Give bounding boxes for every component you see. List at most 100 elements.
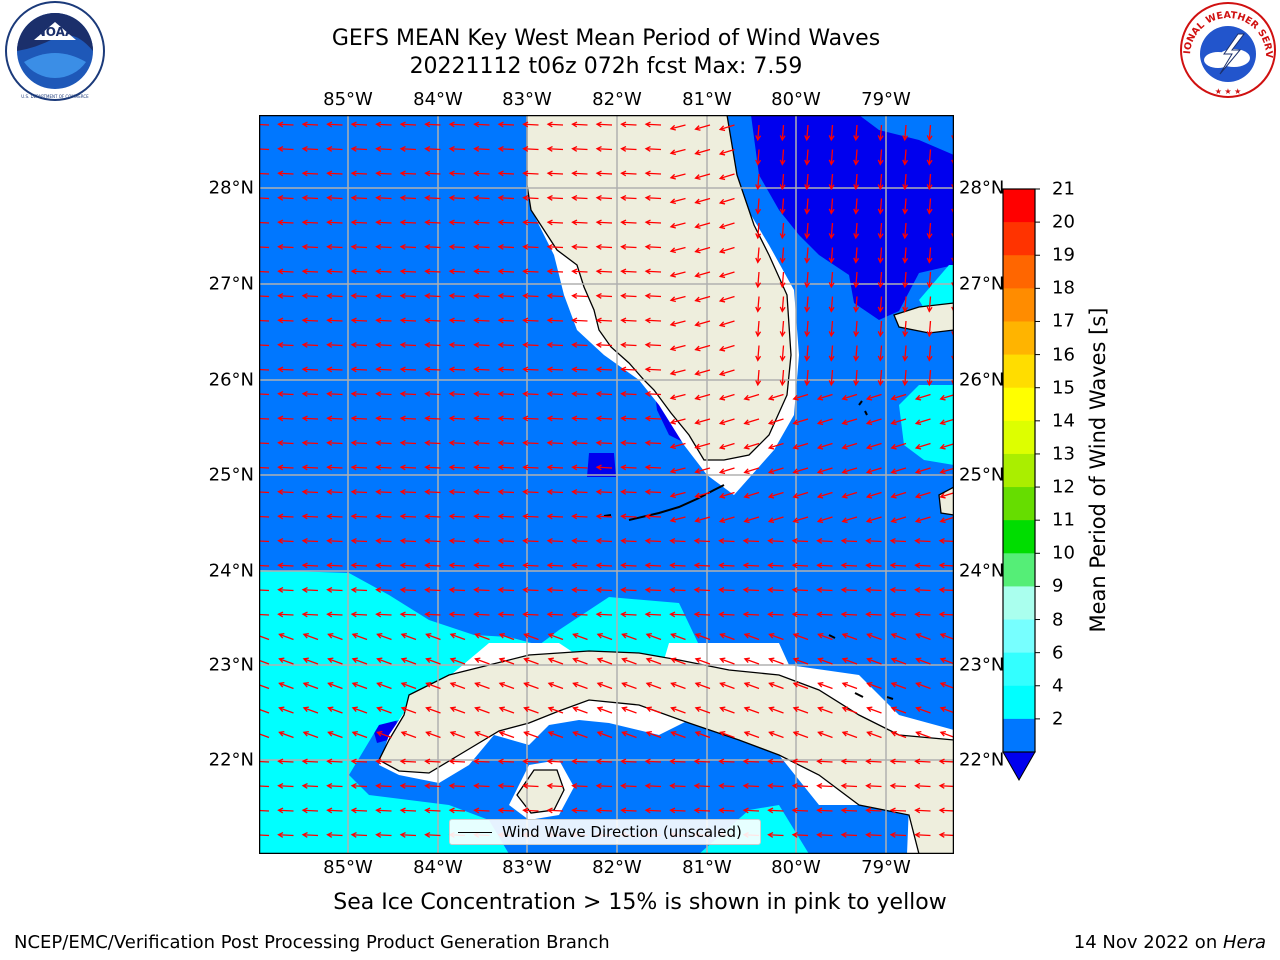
wave-arrow <box>855 124 858 141</box>
wave-arrow <box>781 198 785 214</box>
wave-arrow <box>474 613 490 616</box>
wave-arrow-head <box>914 443 922 450</box>
footer-date: 14 Nov 2022 on Hera <box>1074 932 1266 953</box>
wave-arrow <box>695 467 711 473</box>
wave-arrow-head <box>522 390 529 397</box>
wave-arrow-head <box>620 121 627 128</box>
wave-arrow-head <box>571 268 578 275</box>
wave-arrow <box>259 393 270 396</box>
wave-arrow <box>259 319 270 322</box>
wave-arrow <box>842 731 858 739</box>
wave-arrow <box>744 731 760 739</box>
wave-arrow <box>302 564 319 567</box>
wave-arrow <box>793 442 809 449</box>
wave-arrow-head <box>301 194 308 201</box>
wave-arrow <box>474 540 490 543</box>
wave-arrow <box>498 466 515 469</box>
wave-arrow <box>474 270 490 273</box>
wave-arrow <box>879 222 883 239</box>
wave-arrow-head <box>326 758 333 765</box>
wave-arrow <box>278 466 294 469</box>
wave-arrow <box>259 834 270 837</box>
wave-arrow-head <box>375 611 382 618</box>
wave-arrow-head <box>448 537 455 544</box>
wave-arrow <box>842 516 858 523</box>
wave-arrow-head <box>350 194 357 201</box>
wave-arrow <box>327 368 343 371</box>
wave-arrow-head <box>399 243 406 250</box>
wave-arrow <box>891 633 907 641</box>
wave-arrow <box>259 564 270 567</box>
wave-arrow <box>719 173 735 180</box>
wave-arrow-head <box>522 145 529 152</box>
lat-tick-right: 25°N <box>959 464 1005 486</box>
wave-arrow-head <box>522 170 529 177</box>
wave-arrow <box>841 834 858 837</box>
wave-arrow-head <box>792 419 799 426</box>
wave-arrow-head <box>865 611 872 618</box>
wave-arrow-head <box>449 681 456 688</box>
wave-arrow-head <box>742 586 749 593</box>
wave-arrow-head <box>742 782 749 789</box>
wave-arrow <box>768 467 784 474</box>
wave-arrow-head <box>571 537 578 544</box>
wave-arrow <box>449 442 466 445</box>
wave-arrow-head <box>644 562 651 569</box>
colorbar-label: Mean Period of Wind Waves [s] <box>1086 307 1110 633</box>
wave-arrow-head <box>718 247 726 254</box>
wave-arrow-head <box>497 758 504 765</box>
wave-arrow-head <box>326 831 333 838</box>
wave-arrow <box>596 613 613 616</box>
wave-arrow-head <box>755 380 762 387</box>
wave-arrow <box>806 222 809 239</box>
wave-arrow <box>719 197 735 204</box>
wave-arrow-head <box>792 632 799 639</box>
wave-arrow <box>259 368 270 371</box>
wave-arrow-head <box>375 758 382 765</box>
wave-arrow-head <box>817 730 824 737</box>
wave-arrow <box>426 658 441 665</box>
wave-arrow <box>547 466 564 469</box>
wave-arrow-head <box>351 632 358 639</box>
wave-arrow <box>425 564 441 567</box>
wave-arrow <box>278 295 294 298</box>
lat-tick-right: 22°N <box>959 749 1005 771</box>
wave-arrow <box>302 613 319 616</box>
wave-arrow-head <box>755 355 762 362</box>
wave-arrow <box>302 123 319 126</box>
wave-arrow <box>671 707 686 714</box>
wave-arrow-head <box>718 807 725 814</box>
wave-arrow-head <box>473 390 480 397</box>
wave-arrow <box>842 491 858 498</box>
wave-arrow-head <box>718 198 726 205</box>
wave-arrow <box>743 540 760 543</box>
wave-arrow <box>743 760 760 763</box>
wave-arrow <box>351 442 368 445</box>
wave-arrow <box>376 148 392 151</box>
colorbar-tick-label: 11 <box>1052 509 1075 531</box>
wave-arrow <box>547 785 564 788</box>
wave-arrow-head <box>474 681 481 688</box>
wave-arrow <box>890 540 907 543</box>
wave-arrow-head <box>277 415 284 422</box>
wave-arrow <box>474 148 490 151</box>
wave-arrow <box>792 785 809 788</box>
wave-arrow <box>278 442 294 445</box>
wave-arrow-head <box>621 730 628 737</box>
wave-arrow <box>449 540 466 543</box>
wave-arrow <box>572 466 588 469</box>
wave-arrow <box>327 809 343 812</box>
wave-arrow-head <box>902 282 909 289</box>
wave-arrow-head <box>779 233 786 240</box>
wave-arrow <box>259 809 270 812</box>
wave-arrow-head <box>277 390 284 397</box>
wave-arrow-head <box>326 194 333 201</box>
wave-arrow-head <box>497 317 504 324</box>
wave-arrow <box>498 123 515 126</box>
wave-arrow-head <box>425 706 432 713</box>
wave-arrow-head <box>523 730 530 737</box>
wave-arrow <box>376 515 392 518</box>
wave-arrow-head <box>621 706 628 713</box>
wave-arrow-head <box>497 807 504 814</box>
wave-arrow-head <box>399 513 406 520</box>
